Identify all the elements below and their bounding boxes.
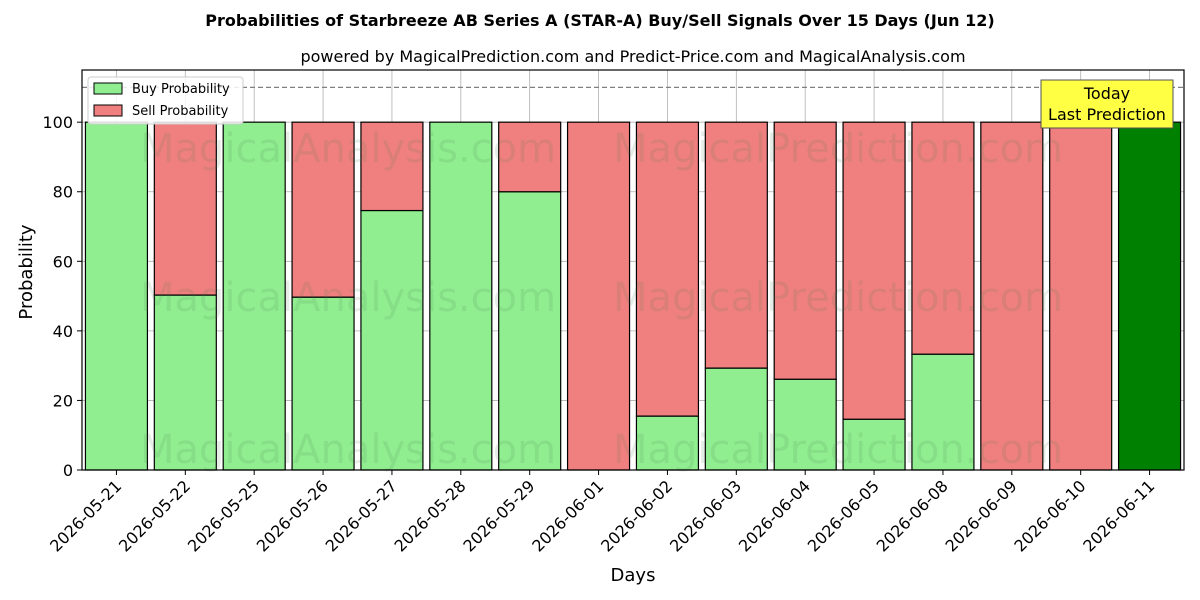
x-tick-label: 2026-06-04 (735, 476, 814, 555)
x-tick-label: 2026-06-01 (528, 476, 607, 555)
buy-bar (498, 191, 562, 471)
watermark-text: MagicalAnalysis.com (140, 427, 556, 473)
legend-box (87, 76, 244, 125)
watermark-text: MagicalAnalysis.com (140, 275, 556, 321)
legend-label: Sell Probability (132, 104, 229, 119)
watermark-text: MagicalPrediction.com (613, 275, 1063, 321)
buy-bar (429, 121, 493, 471)
y-axis-label: Probability (16, 224, 37, 319)
y-axis-ticks: 0 20 40 60 80 100 (42, 113, 82, 480)
plot-frame (81, 69, 1185, 471)
x-tick-label: 2026-05-26 (253, 476, 332, 555)
chart-subtitle: powered by MagicalPrediction.com and Pre… (300, 47, 965, 66)
x-tick-label: 2026-05-28 (390, 476, 469, 555)
x-tick-label: 2026-05-27 (322, 476, 401, 555)
bars-group (84, 121, 1182, 471)
watermark-text: MagicalPrediction.com (613, 427, 1063, 473)
buy-bar (222, 121, 286, 471)
sell-bar (911, 121, 975, 355)
buy-bar (704, 367, 768, 471)
annotation-line-1: Today (1083, 84, 1130, 103)
x-tick-label: 2026-05-29 (459, 476, 538, 555)
sell-bar (360, 121, 424, 212)
buy-bar (911, 353, 975, 471)
buy-bar (360, 209, 424, 471)
sell-bar (498, 121, 562, 193)
buy-bar (635, 415, 700, 471)
legend: Buy Probability Sell Probability (87, 76, 244, 125)
annotation-box (1040, 79, 1174, 129)
x-tick-label: 2026-06-11 (1079, 476, 1158, 555)
y-tick-label: 40 (53, 322, 73, 341)
buy-bar (773, 378, 837, 471)
sell-bar (773, 121, 837, 380)
buy-bar (1117, 121, 1182, 471)
x-tick-label: 2026-06-08 (873, 476, 952, 555)
watermarks-group: MagicalAnalysis.com MagicalPrediction.com… (140, 126, 1063, 473)
x-tick-label: 2026-05-21 (46, 476, 125, 555)
sell-bar (291, 121, 355, 298)
sell-bar (980, 121, 1044, 471)
x-tick-label: 2026-06-02 (597, 476, 676, 555)
buy-bar (842, 418, 906, 471)
y-tick-label: 60 (53, 252, 73, 271)
watermark-text: MagicalAnalysis.com (140, 126, 556, 172)
legend-label: Buy Probability (132, 82, 230, 97)
x-axis-label: Days (611, 565, 656, 586)
sell-bar (635, 121, 700, 417)
buy-bar (84, 121, 149, 471)
sell-bar (153, 121, 217, 296)
chart-title: Probabilities of Starbreeze AB Series A … (205, 11, 994, 30)
x-tick-label: 2026-05-22 (115, 476, 194, 555)
y-tick-label: 0 (63, 461, 73, 480)
sell-bar (704, 121, 768, 369)
sell-bar (842, 121, 906, 420)
legend-swatch (93, 104, 123, 117)
y-tick-label: 80 (53, 183, 73, 202)
legend-swatch (93, 82, 123, 95)
sell-bar (566, 121, 631, 471)
y-tick-label: 100 (42, 113, 73, 132)
x-tick-label: 2026-06-10 (1010, 476, 1089, 555)
sell-bar (1049, 121, 1113, 471)
x-tick-label: 2026-06-09 (941, 476, 1020, 555)
x-tick-label: 2026-05-25 (184, 476, 263, 555)
today-annotation: Today Last Prediction (1040, 79, 1174, 129)
annotation-line-2: Last Prediction (1048, 105, 1166, 124)
watermark-text: MagicalPrediction.com (613, 126, 1063, 172)
buy-bar (291, 296, 355, 471)
x-tick-label: 2026-06-03 (666, 476, 745, 555)
y-tick-label: 20 (53, 391, 73, 410)
x-tick-label: 2026-06-05 (804, 476, 883, 555)
x-axis-ticks: 2026-05-212026-05-222026-05-252026-05-26… (46, 470, 1158, 556)
